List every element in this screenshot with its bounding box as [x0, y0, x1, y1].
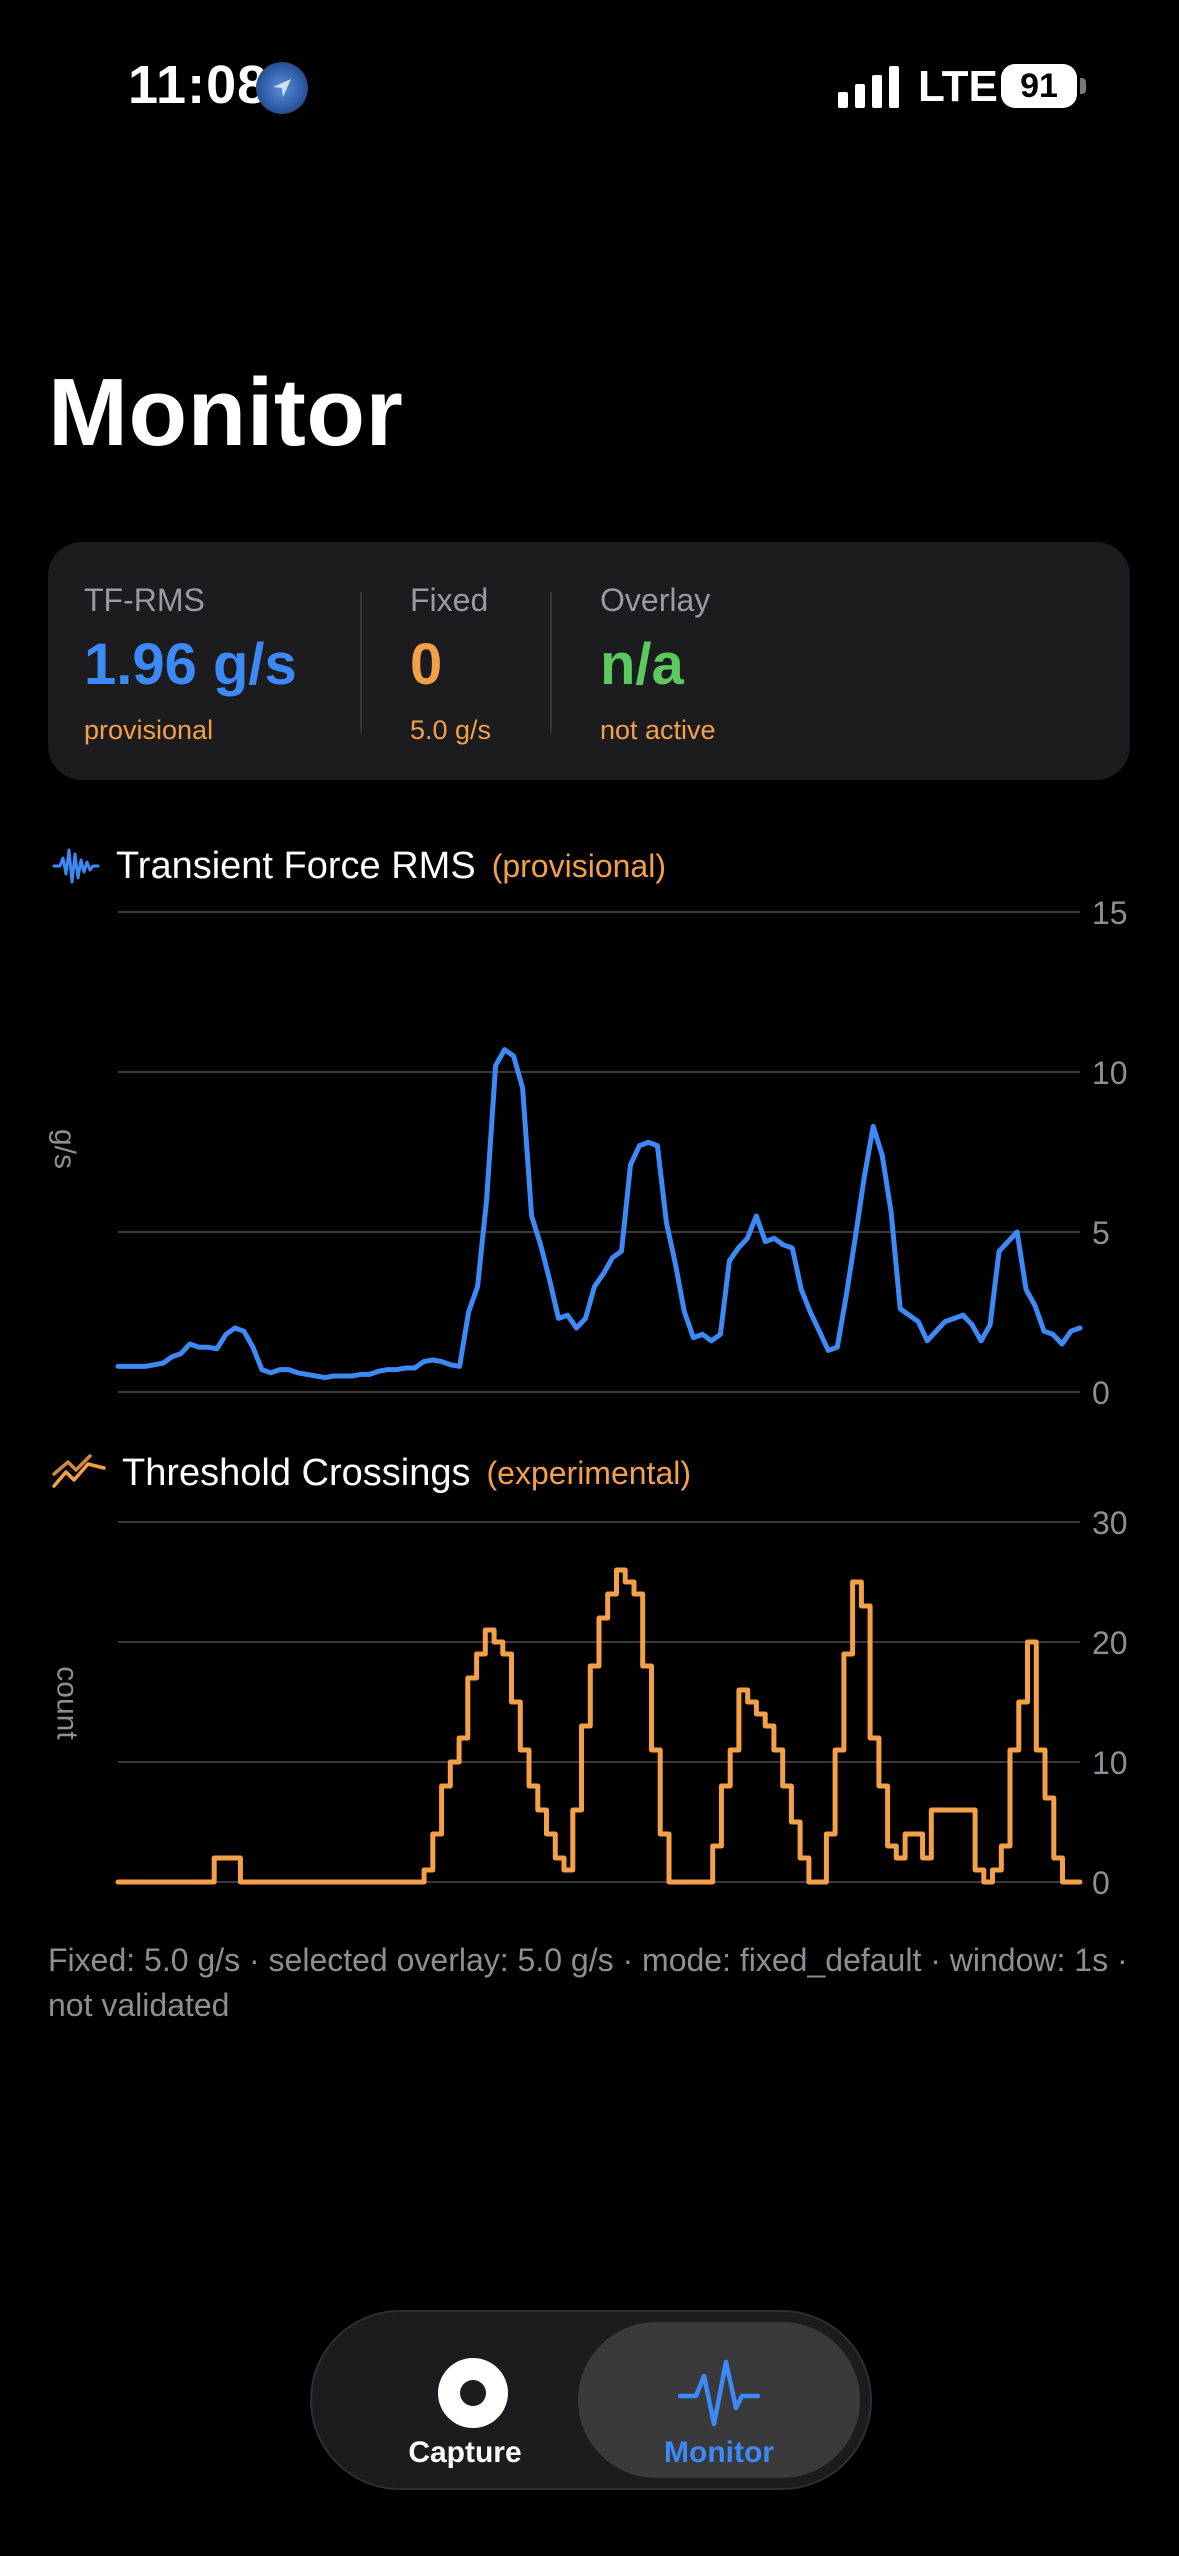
threshold-chart-header: Threshold Crossings (experimental) — [52, 1452, 691, 1495]
metric-label: Overlay — [600, 582, 711, 618]
footnote: Fixed: 5.0 g/s · selected overlay: 5.0 g… — [48, 1942, 1128, 2023]
chart-subtitle: (provisional) — [491, 847, 666, 884]
metric-sub: provisional — [84, 715, 214, 745]
y-tick-label: 10 — [1092, 1745, 1128, 1781]
y-tick-label: 30 — [1092, 1505, 1128, 1541]
y-tick-label: 0 — [1092, 1375, 1110, 1410]
tab-bar: Capture Monitor — [310, 2310, 872, 2490]
series-line — [115, 1047, 1083, 1381]
waveform-icon — [52, 848, 100, 884]
metric-sub: 5.0 g/s — [410, 715, 492, 745]
chart-subtitle: (experimental) — [486, 1455, 691, 1491]
page-title: Monitor — [48, 359, 404, 466]
metric-value: 0 — [410, 632, 443, 697]
series-line — [115, 1567, 1083, 1885]
divider — [360, 592, 362, 734]
metric-sub: not active — [600, 715, 716, 745]
trend-icon — [52, 1453, 106, 1488]
divider — [550, 592, 552, 734]
status-time: 11:08 — [128, 55, 269, 115]
tab-label: Capture — [408, 2436, 522, 2469]
tab-capture[interactable]: Capture — [324, 2322, 606, 2478]
cellular-signal-icon — [838, 66, 899, 108]
metric-label: TF-RMS — [84, 582, 205, 618]
chart-title: Transient Force RMS — [116, 844, 476, 887]
y-tick-label: 10 — [1092, 1055, 1128, 1091]
tf-rms-chart-header: Transient Force RMS (provisional) — [52, 842, 666, 890]
metric-value: 1.96 g/s — [84, 632, 297, 697]
location-icon — [256, 62, 308, 114]
tf-rms-chart: 15 10 5 0 — [115, 895, 1128, 1410]
metric-value: n/a — [600, 632, 684, 697]
record-icon — [438, 2358, 508, 2428]
metric-overlay: Overlay n/a not active — [600, 582, 716, 746]
battery-cap — [1080, 78, 1086, 94]
y-tick-label: 0 — [1092, 1865, 1110, 1900]
metric-label: Fixed — [410, 582, 489, 618]
metric-fixed: Fixed 0 5.0 g/s — [410, 582, 491, 746]
y-tick-label: 5 — [1092, 1215, 1110, 1251]
metric-tf-rms: TF-RMS 1.96 g/s provisional — [84, 582, 297, 746]
tab-monitor[interactable]: Monitor — [578, 2322, 860, 2478]
chart-title: Threshold Crossings — [122, 1452, 471, 1494]
threshold-crossings-chart: 30 20 10 0 — [115, 1505, 1128, 1900]
y-tick-label: 15 — [1092, 895, 1128, 931]
pulse-icon — [678, 2359, 760, 2427]
network-type: LTE — [918, 62, 998, 111]
battery-level: 91 — [1020, 67, 1058, 105]
tab-label: Monitor — [664, 2436, 774, 2469]
battery-icon: 91 — [1001, 64, 1077, 108]
summary-card: TF-RMS 1.96 g/s provisional Fixed 0 5.0 … — [48, 542, 1130, 780]
status-bar: 11:08 LTE 91 — [0, 0, 1179, 170]
y-tick-label: 20 — [1092, 1625, 1128, 1661]
